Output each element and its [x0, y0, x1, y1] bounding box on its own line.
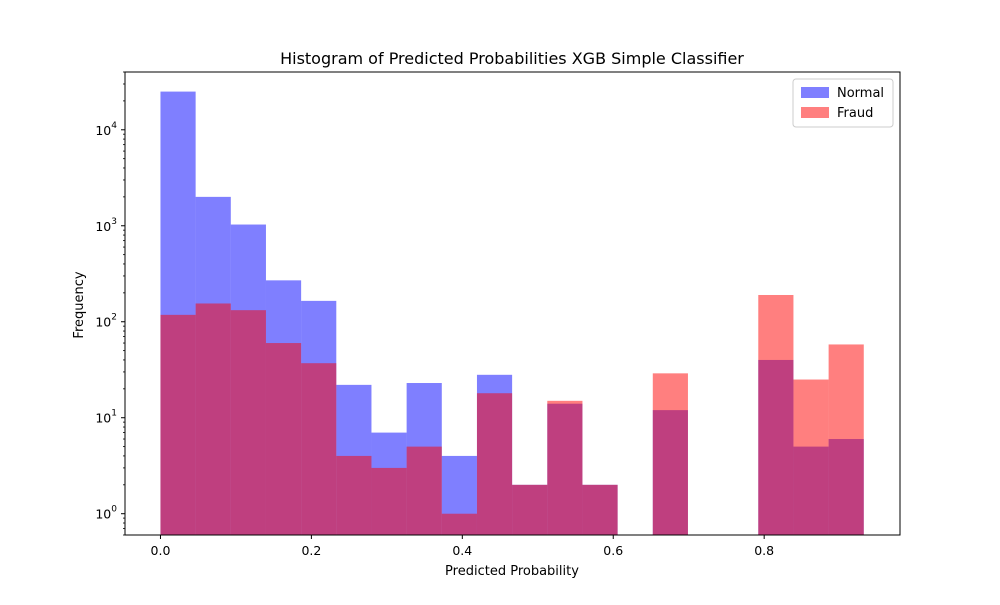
fraud-bar [301, 363, 337, 535]
legend-swatch-normal [801, 87, 829, 98]
fraud-bar [582, 484, 618, 535]
bars-layer [160, 91, 864, 536]
fraud-bar [371, 467, 407, 535]
x-tick-label: 0.8 [754, 543, 774, 558]
x-tick-label: 0.0 [151, 543, 171, 558]
y-tick-label: 101 [95, 409, 117, 426]
y-tick-label: 104 [95, 121, 117, 138]
x-axis: 0.0 0.2 0.4 0.6 0.8 [151, 535, 774, 558]
fraud-bar [160, 314, 196, 535]
fraud-bar [336, 455, 372, 535]
x-tick-label: 0.4 [452, 543, 472, 558]
fraud-bar [230, 310, 266, 535]
fraud-bar [406, 446, 442, 535]
fraud-bar [441, 513, 477, 535]
y-tick-label: 103 [95, 217, 117, 234]
fraud-bar [793, 379, 829, 535]
fraud-bar [828, 344, 864, 535]
y-axis: 100 101 102 103 104 [95, 71, 125, 536]
x-tick-label: 0.2 [301, 543, 321, 558]
fraud-bar [547, 400, 583, 535]
fraud-bar [512, 484, 548, 535]
x-tick-label: 0.6 [603, 543, 623, 558]
y-tick-label: 100 [95, 505, 117, 522]
chart-title: Histogram of Predicted Probabilities XGB… [280, 49, 744, 68]
legend-label-normal: Normal [837, 86, 884, 101]
fraud-bar [652, 373, 688, 535]
fraud-bar [265, 343, 302, 535]
y-tick-label: 102 [95, 313, 117, 330]
series-fraud [160, 294, 864, 535]
legend-label-fraud: Fraud [837, 106, 873, 121]
fraud-bar [758, 294, 794, 535]
fraud-bar [476, 393, 513, 535]
x-axis-label: Predicted Probability [445, 564, 579, 579]
legend: Normal Fraud [792, 78, 894, 128]
fraud-bar [195, 303, 231, 535]
plot-frame [124, 71, 901, 536]
legend-swatch-fraud [801, 107, 829, 118]
y-axis-label: Frequency [72, 271, 87, 338]
